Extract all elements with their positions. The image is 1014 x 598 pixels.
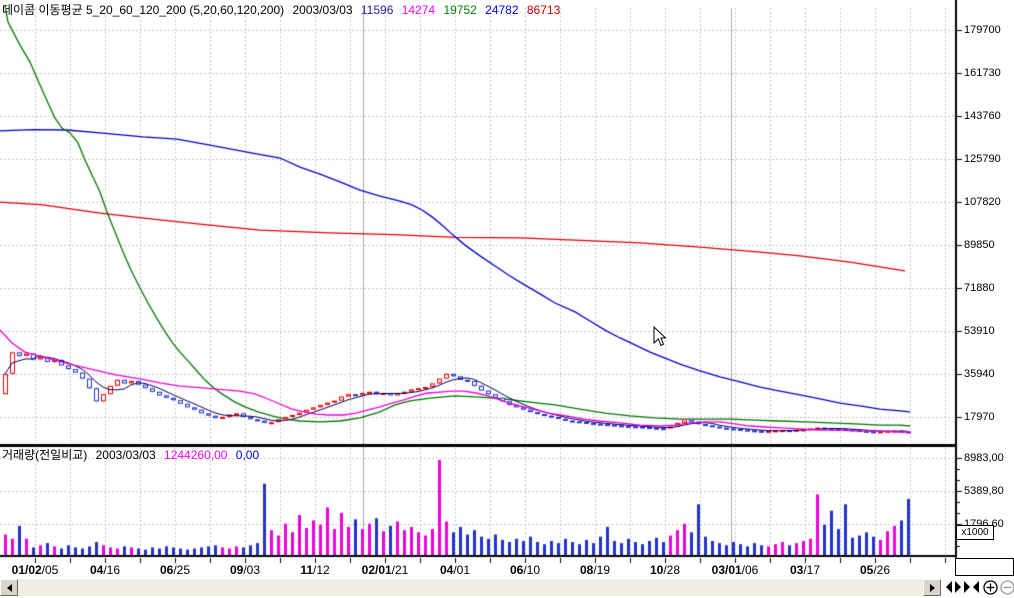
date-label-minor: /25	[173, 563, 191, 577]
chart-title: 데이콤 이동평균 5_20_60_120_200 (5,20,60,120,20…	[2, 3, 285, 17]
volume-date: 2003/03/03	[95, 448, 156, 462]
date-label-major: 04	[439, 563, 454, 577]
date-label-major: 08	[579, 563, 594, 577]
price-axis-label: 17970	[964, 411, 995, 423]
date-label-minor: /17	[803, 563, 821, 577]
volume-axis-label: 8983,00	[964, 452, 1004, 464]
zoom-out-icon	[1000, 580, 1014, 595]
scrollbar-left-button[interactable]	[0, 579, 18, 596]
date-label-major: 03/01	[711, 563, 742, 577]
date-label-major: 09	[229, 563, 244, 577]
collapse-horizontal-button[interactable]	[963, 579, 980, 596]
volume-header: 거래량(전일비교) 2003/03/03 1244260,00 0,00	[2, 446, 264, 463]
date-label-major: 05	[859, 563, 874, 577]
price-axis-label: 53910	[964, 325, 995, 337]
date-label-minor: /10	[523, 563, 541, 577]
scroll-right-icon	[929, 583, 935, 592]
date-label-major: 04	[89, 563, 104, 577]
date-axis-label: 08/19	[557, 563, 633, 577]
date-label-minor: /05	[41, 563, 59, 577]
expand-horizontal-button[interactable]	[945, 579, 962, 596]
date-label-major: 01/02	[11, 563, 42, 577]
date-label-major: 02/01	[361, 563, 392, 577]
volume-value: 1244260,00	[164, 448, 228, 462]
scrollbar-right-button[interactable]	[923, 579, 941, 596]
date-label-major: 11	[300, 563, 313, 577]
date-axis-label: 03/17	[767, 563, 843, 577]
axis-corner-box	[955, 558, 1014, 576]
volume-change: 0,00	[235, 448, 260, 462]
chart-date: 2003/03/03	[292, 3, 353, 17]
volume-unit-label: x1000	[956, 525, 994, 540]
volume-title: 거래량(전일비교)	[2, 448, 88, 462]
date-label-minor: /26	[873, 563, 891, 577]
date-label-minor: /21	[391, 563, 409, 577]
date-label-major: 10	[649, 563, 664, 577]
date-axis-label: 03/01/06	[697, 563, 773, 577]
chart-header: 데이콤 이동평균 5_20_60_120_200 (5,20,60,120,20…	[2, 1, 565, 18]
mouse-cursor-icon	[653, 326, 667, 347]
date-axis-label: 09/03	[207, 563, 283, 577]
price-axis-label: 71880	[964, 282, 995, 294]
price-axis-label: 107820	[964, 196, 1001, 208]
scrollbar-track[interactable]	[18, 579, 923, 596]
date-label-major: 06	[509, 563, 524, 577]
price-axis-label: 35940	[964, 368, 995, 380]
price-axis-label: 179700	[964, 24, 1001, 36]
date-axis-label: 04/01	[417, 563, 493, 577]
date-label-major: 06	[159, 563, 174, 577]
date-axis-label: 11/12	[277, 563, 353, 577]
ma20-value: 14274	[401, 3, 436, 17]
expand-horizontal-icon	[946, 581, 961, 593]
ma60-value: 19752	[443, 3, 477, 17]
date-label-minor: /12	[313, 563, 330, 577]
volume-axis-label: 5389,80	[964, 485, 1004, 497]
date-axis-label: 10/28	[627, 563, 703, 577]
date-label-major: 03	[789, 563, 804, 577]
ma120-value: 24782	[485, 3, 519, 17]
date-label-minor: /28	[663, 563, 681, 577]
date-axis-label: 02/01/21	[347, 563, 423, 577]
zoom-in-button[interactable]	[982, 579, 999, 596]
date-axis-label: 05/26	[837, 563, 913, 577]
scroll-left-icon	[6, 583, 12, 592]
ma200-value: 86713	[526, 3, 561, 17]
date-axis-label: 06/25	[137, 563, 213, 577]
price-axis-label: 125790	[964, 153, 1001, 165]
price-axis-label: 143760	[964, 110, 1001, 122]
date-axis-label: 06/10	[487, 563, 563, 577]
date-label-minor: /16	[103, 563, 121, 577]
date-axis-label: 04/16	[67, 563, 143, 577]
collapse-horizontal-icon	[964, 581, 979, 593]
date-label-minor: /06	[741, 563, 759, 577]
zoom-out-button[interactable]	[999, 579, 1014, 596]
date-axis-label: 01/02/05	[0, 563, 73, 577]
date-label-minor: /19	[593, 563, 611, 577]
price-axis-label: 161730	[964, 67, 1001, 79]
price-axis-label: 89850	[964, 239, 995, 251]
zoom-in-icon	[983, 580, 998, 595]
ma5-value: 11596	[360, 3, 394, 17]
date-label-minor: /01	[453, 563, 471, 577]
date-label-minor: /03	[243, 563, 261, 577]
